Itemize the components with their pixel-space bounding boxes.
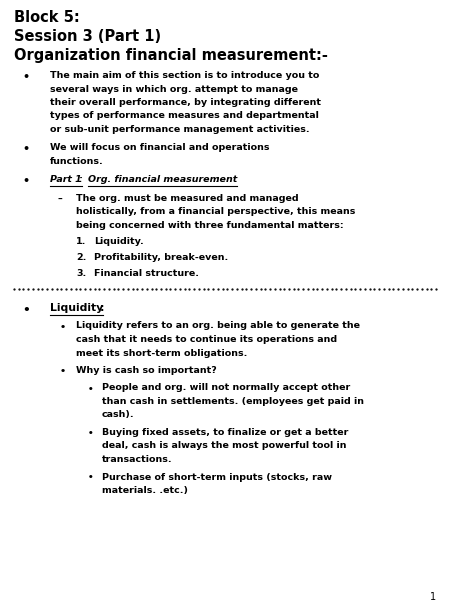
Text: •: • — [22, 145, 29, 154]
Text: –: – — [58, 195, 63, 204]
Text: holistically, from a financial perspective, this means: holistically, from a financial perspecti… — [76, 208, 356, 217]
Text: •: • — [60, 323, 66, 331]
Text: :: : — [216, 175, 220, 185]
Text: Session 3 (Part 1): Session 3 (Part 1) — [14, 29, 161, 44]
Text: Financial structure.: Financial structure. — [94, 269, 199, 277]
Text: transactions.: transactions. — [102, 455, 173, 464]
Text: several ways in which org. attempt to manage: several ways in which org. attempt to ma… — [50, 85, 298, 94]
Text: The main aim of this section is to introduce you to: The main aim of this section is to intro… — [50, 71, 320, 80]
Text: •: • — [22, 176, 29, 187]
Text: Liquidity refers to an org. being able to generate the: Liquidity refers to an org. being able t… — [76, 322, 360, 331]
Text: We will focus on financial and operations: We will focus on financial and operation… — [50, 143, 270, 152]
Text: cash that it needs to continue its operations and: cash that it needs to continue its opera… — [76, 335, 337, 344]
Text: Block 5:: Block 5: — [14, 10, 80, 25]
Text: than cash in settlements. (employees get paid in: than cash in settlements. (employees get… — [102, 397, 364, 406]
Text: 1.: 1. — [76, 238, 86, 247]
Text: deal, cash is always the most powerful tool in: deal, cash is always the most powerful t… — [102, 442, 346, 451]
Text: materials. .etc.): materials. .etc.) — [102, 486, 188, 495]
Text: The org. must be measured and managed: The org. must be measured and managed — [76, 194, 299, 203]
Text: •: • — [88, 429, 94, 438]
Text: :: : — [79, 175, 86, 185]
Text: Part 1: Part 1 — [50, 175, 82, 185]
Text: 1: 1 — [430, 592, 436, 600]
Text: cash).: cash). — [102, 410, 135, 419]
Text: meet its short-term obligations.: meet its short-term obligations. — [76, 349, 248, 358]
Text: 3.: 3. — [76, 269, 86, 277]
Text: •: • — [22, 72, 29, 82]
Text: or sub-unit performance management activities.: or sub-unit performance management activ… — [50, 125, 310, 134]
Text: Organization financial measurement:-: Organization financial measurement:- — [14, 48, 328, 63]
Text: •: • — [22, 304, 30, 317]
Text: :: : — [100, 303, 104, 313]
Text: •: • — [88, 473, 94, 482]
Text: Buying fixed assets, to finalize or get a better: Buying fixed assets, to finalize or get … — [102, 428, 348, 437]
Text: Liquidity: Liquidity — [50, 303, 103, 313]
Text: Liquidity.: Liquidity. — [94, 238, 144, 247]
Text: their overall performance, by integrating different: their overall performance, by integratin… — [50, 98, 321, 107]
Text: types of performance measures and departmental: types of performance measures and depart… — [50, 112, 319, 121]
Text: being concerned with three fundamental matters:: being concerned with three fundamental m… — [76, 221, 344, 230]
Text: •: • — [60, 367, 66, 376]
Text: functions.: functions. — [50, 157, 104, 166]
Text: Org. financial measurement: Org. financial measurement — [88, 175, 237, 185]
Text: •: • — [88, 385, 94, 394]
Text: Why is cash so important?: Why is cash so important? — [76, 366, 217, 375]
Text: 2.: 2. — [76, 253, 86, 262]
Text: People and org. will not normally accept other: People and org. will not normally accept… — [102, 383, 350, 392]
Text: Profitability, break-even.: Profitability, break-even. — [94, 253, 228, 262]
Text: Purchase of short-term inputs (stocks, raw: Purchase of short-term inputs (stocks, r… — [102, 473, 332, 481]
